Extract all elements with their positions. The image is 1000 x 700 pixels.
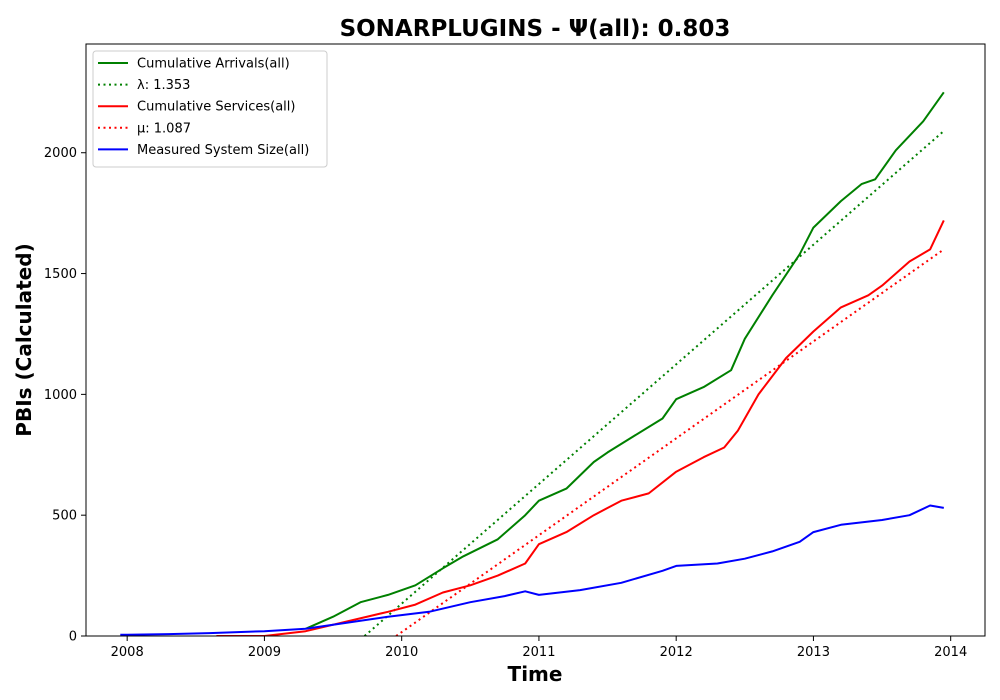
x-tick-label: 2010 [385, 645, 418, 660]
x-axis-label: Time [508, 662, 563, 686]
x-tick-label: 2014 [934, 645, 967, 660]
legend-entry-label: Cumulative Services(all) [137, 100, 295, 115]
x-tick-label: 2011 [522, 645, 555, 660]
legend-entry-label: μ: 1.087 [137, 121, 191, 136]
y-tick-label: 500 [52, 509, 77, 524]
legend-entry-label: Measured System Size(all) [137, 143, 309, 158]
x-tick-label: 2012 [660, 645, 693, 660]
y-tick-label: 1000 [44, 388, 77, 403]
legend-entry-label: Cumulative Arrivals(all) [137, 57, 290, 72]
x-tick-label: 2013 [797, 645, 830, 660]
legend-entry-label: λ: 1.353 [137, 78, 190, 93]
x-tick-label: 2008 [111, 645, 144, 660]
x-tick-label: 2009 [248, 645, 281, 660]
legend: Cumulative Arrivals(all) λ: 1.353 Cumulati… [93, 51, 327, 167]
y-axis-label: PBIs (Calculated) [12, 243, 36, 436]
y-tick-label: 2000 [44, 146, 77, 161]
y-tick-label: 0 [69, 630, 77, 645]
y-tick-label: 1500 [44, 267, 77, 282]
chart-title: SONARPLUGINS - Ψ(all): 0.803 [340, 16, 731, 42]
